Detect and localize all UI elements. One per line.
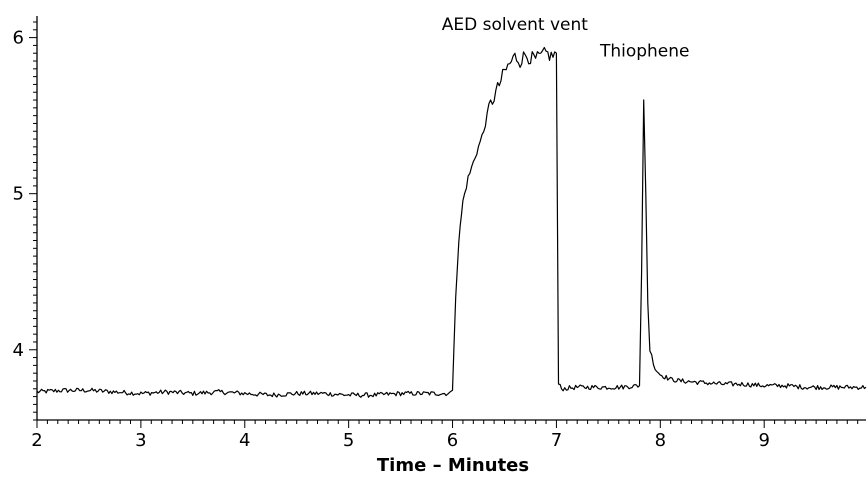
annotation-label: AED solvent vent <box>442 15 589 35</box>
annotations: AED solvent vent Thiophene <box>442 15 690 62</box>
y-tick-label: 5 <box>13 184 24 205</box>
x-tick-label: 4 <box>239 430 250 451</box>
axes: 2 3 4 5 6 7 8 9 4 5 6 <box>13 16 866 451</box>
x-axis-title: Time – Minutes <box>377 455 529 476</box>
x-tick-label: 2 <box>31 430 42 451</box>
annotation-label: Thiophene <box>599 41 690 61</box>
x-tick-label: 9 <box>758 430 769 451</box>
x-tick-label: 6 <box>447 430 458 451</box>
series-line-0 <box>36 46 867 398</box>
y-tick-label: 6 <box>13 28 24 49</box>
x-tick-label: 3 <box>135 430 146 451</box>
plot-area <box>36 46 867 398</box>
x-tick-label: 8 <box>655 430 666 451</box>
x-tick-label: 5 <box>343 430 354 451</box>
x-tick-label: 7 <box>551 430 562 451</box>
y-tick-label: 4 <box>13 340 24 361</box>
